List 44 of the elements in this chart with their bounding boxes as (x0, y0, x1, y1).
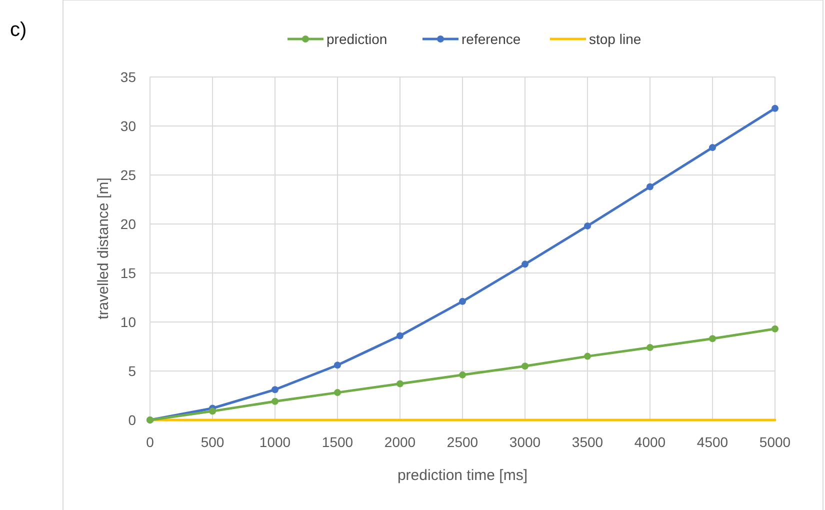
x-tick-label: 3500 (572, 434, 604, 450)
point (584, 352, 591, 360)
point (209, 408, 216, 415)
point (334, 362, 341, 369)
y-tick-label: 15 (120, 265, 136, 281)
y-axis-title: travelled distance [m] (95, 178, 112, 320)
point (459, 371, 466, 378)
legend-label: stop line (589, 31, 642, 47)
point (709, 144, 716, 152)
y-tick-label: 0 (128, 412, 136, 428)
legend-label: prediction (326, 31, 388, 47)
x-tick-label: 4500 (696, 434, 728, 450)
x-tick-label: 1500 (322, 434, 354, 450)
y-tick-label: 10 (120, 314, 136, 330)
point (584, 222, 591, 230)
point (646, 183, 654, 190)
x-tick-label: 0 (146, 434, 154, 450)
x-tick-label: 4000 (634, 434, 666, 450)
point (396, 380, 404, 388)
y-tick-label: 5 (128, 363, 136, 379)
point (772, 104, 778, 112)
y-tick-label: 35 (120, 69, 136, 85)
point (396, 332, 404, 340)
x-tick-label: 3000 (509, 434, 541, 450)
y-tick-label: 25 (120, 167, 136, 183)
y-tick-label: 20 (120, 216, 136, 232)
x-tick-label: 500 (200, 434, 224, 450)
y-tick-label: 30 (120, 118, 136, 134)
point (522, 362, 528, 370)
x-tick-label: 2500 (446, 434, 478, 450)
point (272, 386, 278, 394)
x-tick-label: 5000 (759, 434, 791, 450)
point (709, 335, 716, 342)
point (772, 325, 778, 332)
x-tick-label: 2000 (384, 434, 416, 450)
point (459, 298, 466, 305)
text: c) (10, 19, 27, 41)
point (272, 398, 278, 405)
x-axis-title: prediction time [ms] (397, 467, 528, 484)
legend-label: reference (462, 31, 521, 47)
x-tick-label: 1000 (259, 434, 291, 450)
point (646, 344, 654, 351)
point (522, 260, 528, 268)
point (334, 389, 341, 396)
